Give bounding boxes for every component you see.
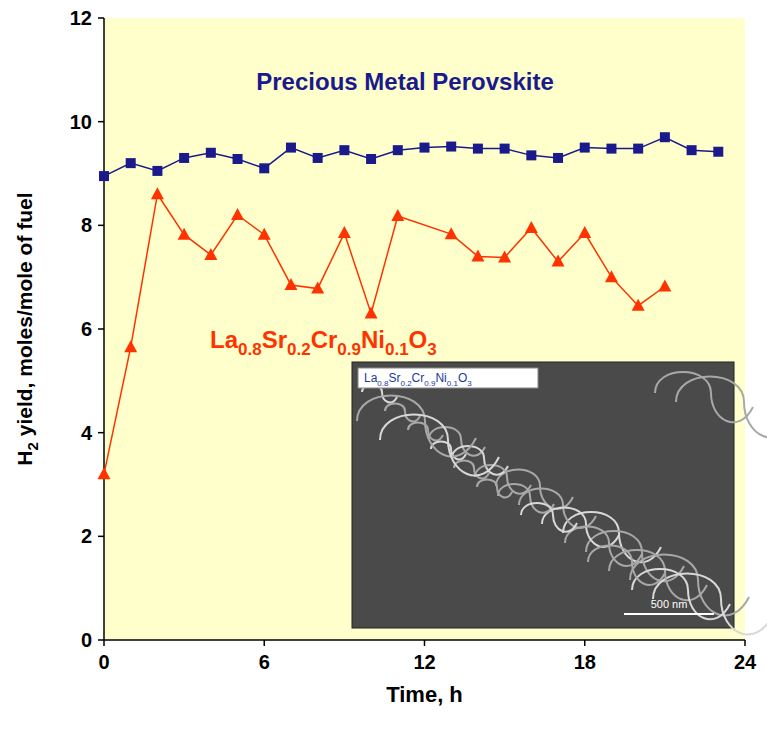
- point: [525, 221, 538, 233]
- point: [151, 187, 164, 199]
- inset-fiber: [632, 569, 730, 619]
- point: [713, 147, 723, 157]
- point: [632, 299, 645, 311]
- y-tick: [98, 432, 104, 434]
- x-tick: [424, 640, 426, 646]
- point: [311, 282, 324, 294]
- scale-bar: [624, 613, 714, 615]
- point: [658, 279, 671, 291]
- point: [259, 163, 269, 173]
- y-tick: [98, 328, 104, 330]
- point: [338, 226, 351, 238]
- point: [231, 208, 244, 220]
- point: [126, 158, 136, 168]
- scale-bar-label: 500 nm: [651, 598, 688, 610]
- point: [286, 143, 296, 153]
- y-tick-label: 0: [81, 629, 92, 651]
- y-tick-label: 12: [70, 7, 92, 29]
- point: [420, 143, 430, 153]
- chart: La0.8Sr0.2Cr0.9Ni0.1O3500 nm024681012061…: [0, 0, 767, 737]
- y-tick-label: 8: [81, 214, 92, 236]
- inset-fiber: [521, 503, 577, 532]
- point: [498, 250, 511, 262]
- point: [445, 227, 458, 239]
- point: [526, 150, 536, 160]
- point: [633, 144, 643, 154]
- point: [552, 255, 565, 267]
- x-axis-title: Time, h: [386, 682, 463, 707]
- point: [365, 306, 378, 318]
- inset-fiber: [357, 396, 476, 457]
- y-tick-label: 6: [81, 318, 92, 340]
- point: [313, 153, 323, 163]
- inset-label: La0.8Sr0.2Cr0.9Ni0.1O3: [364, 371, 472, 388]
- point: [578, 226, 591, 238]
- y-tick: [98, 225, 104, 227]
- point: [687, 145, 697, 155]
- point: [500, 144, 510, 154]
- series-line: [104, 137, 718, 176]
- inset-texture: [357, 372, 767, 635]
- point: [258, 228, 271, 240]
- point: [179, 153, 189, 163]
- point: [124, 340, 137, 352]
- y-tick-label: 4: [81, 422, 93, 444]
- point: [660, 132, 670, 142]
- point: [284, 278, 297, 290]
- inset-fiber: [477, 480, 512, 498]
- y-tick-label: 2: [81, 525, 92, 547]
- x-tick: [584, 640, 586, 646]
- point: [204, 248, 217, 260]
- series-label: Precious Metal Perovskite: [256, 68, 553, 95]
- series-line: [104, 194, 665, 474]
- y-axis-title: H2 yield, moles/mole of fuel: [13, 192, 41, 465]
- point: [553, 153, 563, 163]
- point: [152, 166, 162, 176]
- point: [605, 270, 618, 282]
- x-tick-label: 24: [734, 651, 757, 673]
- point: [606, 144, 616, 154]
- point: [339, 145, 349, 155]
- x-tick-label: 0: [98, 651, 109, 673]
- point: [473, 144, 483, 154]
- inset-label-box: [358, 368, 538, 388]
- inset-fiber: [609, 550, 707, 600]
- inset-fiber: [380, 415, 499, 476]
- inset-fiber: [676, 377, 767, 438]
- series-label: La0.8Sr0.2Cr0.9Ni0.1O3: [210, 326, 437, 359]
- x-tick: [744, 640, 746, 646]
- y-tick: [98, 121, 104, 123]
- point: [99, 171, 109, 181]
- point: [580, 143, 590, 153]
- y-tick: [98, 536, 104, 538]
- x-tick-label: 12: [413, 651, 435, 673]
- point: [233, 154, 243, 164]
- inset: La0.8Sr0.2Cr0.9Ni0.1O3 500 nm: [352, 362, 767, 635]
- y-tick: [98, 17, 104, 19]
- x-tick-label: 18: [574, 651, 596, 673]
- inset-fiber: [655, 372, 753, 422]
- x-tick: [103, 640, 105, 646]
- y-tick-label: 10: [70, 111, 92, 133]
- plot-area: [104, 18, 745, 640]
- point: [98, 467, 111, 479]
- point: [471, 249, 484, 261]
- point: [393, 145, 403, 155]
- inset-fiber: [385, 404, 420, 422]
- x-tick-label: 6: [259, 651, 270, 673]
- point: [366, 154, 376, 164]
- point: [178, 228, 191, 240]
- inset-fiber: [588, 546, 665, 585]
- x-tick: [264, 640, 266, 646]
- point: [446, 142, 456, 152]
- point: [206, 148, 216, 158]
- y-tick: [98, 639, 104, 641]
- point: [391, 209, 404, 221]
- plot-marks: [98, 132, 724, 479]
